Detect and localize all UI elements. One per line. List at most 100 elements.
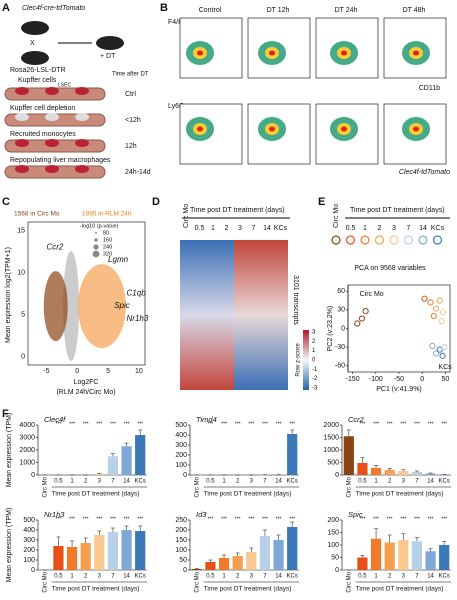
bar — [398, 540, 409, 570]
significance: *** — [441, 421, 447, 427]
bar — [53, 546, 64, 570]
x-tick-label: 0.5 — [54, 574, 63, 580]
significance: *** — [428, 516, 434, 522]
x-tick-label: 1 — [70, 479, 74, 485]
significance: *** — [96, 421, 102, 427]
x-tick-label: -5 — [43, 368, 49, 375]
label: Kupffer cells — [18, 77, 57, 84]
x-axis-label: Time post DT treatment (days) — [52, 586, 140, 593]
y-tick-label: 50 — [331, 554, 339, 561]
significance: *** — [360, 421, 366, 427]
x-tick-label: 50 — [441, 376, 449, 383]
scale-tick: -1 — [312, 367, 318, 373]
y-tick-label: 500 — [327, 459, 339, 466]
group-label: 14 — [419, 225, 427, 232]
chart-title: Nr1h3 — [44, 510, 65, 519]
scale-tick: 0 — [312, 357, 316, 363]
significance: *** — [262, 421, 268, 427]
y-tick-label: 0 — [21, 353, 25, 360]
y-tick-label: 0 — [31, 472, 35, 479]
y-tick-label: 0 — [335, 472, 339, 479]
significance: *** — [276, 516, 282, 522]
x-tick-label: 10 — [135, 368, 143, 375]
density — [269, 126, 275, 132]
density — [341, 126, 347, 132]
point — [421, 295, 428, 302]
group-key — [374, 235, 385, 245]
bar — [232, 556, 243, 570]
x-tick-label: 0.5 — [54, 479, 63, 485]
cell — [45, 113, 59, 121]
significance: *** — [221, 516, 227, 522]
bar — [66, 547, 78, 570]
bar — [370, 468, 382, 475]
significance: *** — [428, 421, 434, 427]
x-tick-label: 0 — [75, 368, 79, 375]
bar — [384, 542, 395, 570]
y-tick-label: 100 — [175, 462, 187, 469]
group-label: 0.5 — [195, 225, 205, 232]
significance: *** — [441, 516, 447, 522]
label: 1568 in Circ Mo — [14, 211, 60, 218]
x-tick-label: 7 — [415, 574, 419, 580]
significance: *** — [387, 516, 393, 522]
group-label: 14 — [263, 225, 271, 232]
gene-label: Ccr2 — [46, 242, 63, 251]
point — [354, 320, 361, 327]
point — [436, 346, 443, 353]
x-tick-label: 3 — [402, 574, 406, 580]
x-tick-label: 1 — [374, 479, 378, 485]
x-tick-label: 14 — [427, 479, 434, 485]
x-tick-label: 0.5 — [358, 479, 367, 485]
time-label: <12h — [125, 117, 141, 124]
significance: *** — [221, 421, 227, 427]
bar — [80, 543, 91, 570]
point — [436, 297, 443, 304]
density — [341, 50, 347, 56]
significance: *** — [387, 421, 393, 427]
label: F4/80 — [168, 19, 186, 26]
group-label: KCs — [431, 225, 445, 232]
x-tick-label: 0.5 — [206, 479, 215, 485]
point — [441, 344, 448, 351]
cell — [45, 87, 59, 95]
significance: *** — [124, 516, 130, 522]
step-label: Kupffer cell depletion — [10, 105, 75, 112]
point — [358, 315, 366, 322]
group-label: 7 — [407, 225, 411, 232]
y-tick-label: 150 — [175, 537, 187, 544]
x-tick-label: -100 — [369, 376, 383, 383]
y-tick-label: 400 — [175, 432, 187, 439]
y-tick-label: 500 — [175, 422, 187, 429]
y-tick-label: 200 — [175, 452, 187, 459]
density — [269, 50, 275, 56]
bar — [135, 531, 146, 570]
x-tick-label: 3 — [402, 479, 406, 485]
bar — [121, 530, 132, 570]
panel-letter: A — [2, 2, 10, 14]
y-tick-label: 100 — [175, 547, 187, 554]
group-key — [403, 235, 414, 245]
label: Time post DT treatment (days) — [190, 207, 285, 214]
significance: *** — [110, 516, 116, 522]
label: Clec4f-tdTomato — [399, 169, 450, 176]
y-tick-label: 0 — [183, 567, 187, 574]
significance: *** — [289, 516, 295, 522]
point-cloud — [63, 251, 80, 362]
y-tick-label: 1500 — [323, 434, 339, 441]
x-tick-label: 14 — [275, 479, 282, 485]
group-label: 2 — [378, 225, 382, 232]
x-tick-label: Circ Mo — [194, 476, 200, 497]
bar — [425, 551, 436, 570]
bar — [94, 535, 105, 570]
bar — [343, 436, 354, 475]
x-tick-label: 2 — [388, 574, 392, 580]
bar — [398, 471, 409, 475]
significance: *** — [69, 516, 75, 522]
cell — [15, 87, 29, 95]
column-title: Control — [199, 7, 222, 14]
column-title: DT 12h — [267, 7, 290, 14]
x-tick-label: KCs — [287, 479, 298, 485]
significance: *** — [110, 421, 116, 427]
x-tick-label: KCs — [439, 479, 450, 485]
